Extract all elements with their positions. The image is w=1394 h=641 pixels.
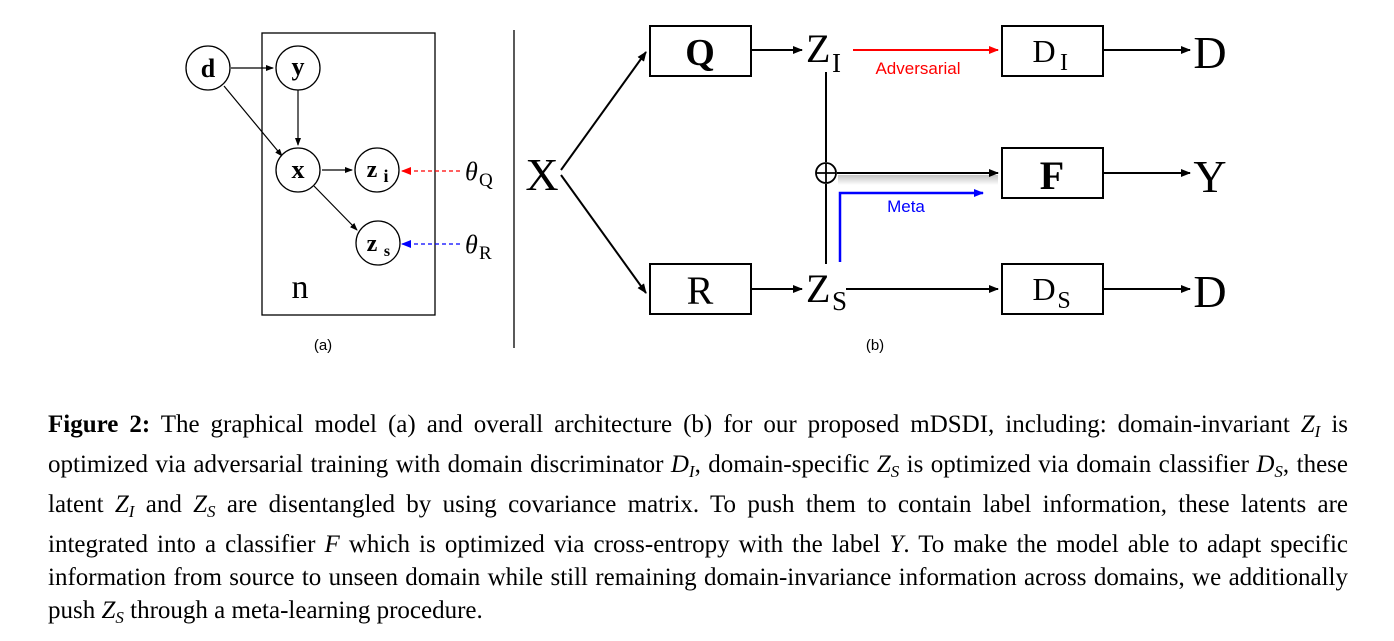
caption-text-9: . To make the model able to adapt specif…: [48, 531, 1348, 624]
node-y: y: [275, 45, 321, 91]
node-d: d: [185, 45, 231, 91]
adversarial-label: Adversarial: [875, 59, 960, 78]
edge-x-r: [560, 174, 647, 294]
encoder-q-label: Q: [685, 32, 715, 74]
edge-x-q: [560, 51, 647, 171]
discriminator-di: D I: [1001, 25, 1104, 77]
architecture-figure: d y x z i z s θ Q θ R n (a) X: [185, 25, 1227, 354]
theta-r-sub: R: [479, 243, 492, 264]
node-zi: z i: [354, 147, 400, 193]
plate-n: [261, 32, 436, 316]
encoder-r-label: R: [687, 268, 714, 313]
encoder-q: Q: [649, 25, 752, 77]
caption-math-zi: Z: [1300, 411, 1315, 438]
caption-text-3: , domain-specific: [694, 451, 877, 478]
panel-a-label: (a): [314, 337, 332, 354]
output-d-bottom: D: [1193, 266, 1226, 317]
node-zs-label: z: [367, 231, 378, 257]
caption-text-4: is optimized via domain classifier: [899, 451, 1257, 478]
caption-math-di-sub: I: [688, 462, 695, 481]
node-x: x: [275, 147, 321, 193]
caption-text-1: The graphical model (a) and overall arch…: [150, 411, 1301, 438]
latent-zs: Z: [806, 266, 830, 311]
caption-math-y: Y: [889, 531, 904, 558]
caption-text-5: , these latent: [48, 451, 1348, 518]
panel-b-architecture: X Q R Z I Z S Adversarial: [525, 25, 1227, 354]
encoder-r: R: [649, 263, 752, 315]
caption-text-2: is optimized via adversarial training wi…: [48, 411, 1348, 478]
discriminator-di-label: D: [1032, 33, 1055, 69]
panel-b-label: (b): [866, 337, 884, 354]
discriminator-ds-sub: S: [1057, 288, 1070, 314]
caption-math-di: D: [670, 451, 689, 478]
meta-arrow: [838, 189, 984, 262]
caption-math-ds-sub: S: [1274, 462, 1283, 481]
caption-math-f: F: [324, 531, 340, 558]
node-zi-sub: i: [383, 166, 388, 186]
caption-math-zi-sub: I: [1314, 422, 1321, 441]
classifier-f: F: [1001, 147, 1104, 199]
edge-x-zs: [313, 185, 358, 231]
caption-math-zs-2-sub: S: [207, 502, 216, 521]
discriminator-di-sub: I: [1060, 50, 1068, 76]
caption-text-6: and: [134, 491, 194, 518]
node-zi-label: z: [367, 157, 378, 183]
latent-zi: Z: [806, 26, 830, 71]
caption-math-ds: D: [1256, 451, 1275, 478]
figure-caption: Figure 2: The graphical model (a) and ov…: [48, 408, 1348, 634]
output-y: Y: [1193, 151, 1226, 202]
theta-q-symbol: θ: [465, 157, 478, 186]
theta-q-sub: Q: [479, 170, 493, 191]
caption-math-zi-2: Z: [114, 491, 129, 518]
node-y-label: y: [292, 52, 305, 81]
output-d-top: D: [1193, 27, 1226, 78]
node-x-label: x: [292, 155, 305, 184]
classifier-f-label: F: [1040, 153, 1064, 198]
node-zs-sub: s: [384, 243, 390, 260]
node-d-label: d: [201, 54, 216, 83]
edge-d-x: [223, 85, 283, 157]
caption-text-10: through a meta-learning procedure.: [123, 597, 483, 624]
combine-shadow: [838, 175, 998, 185]
node-zs: z s: [355, 220, 401, 266]
theta-r-symbol: θ: [465, 230, 478, 259]
input-x: X: [525, 149, 558, 200]
caption-math-zs-3-sub: S: [115, 608, 124, 627]
discriminator-ds: D S: [1001, 263, 1104, 315]
panel-a-graphical-model: d y x z i z s θ Q θ R n (a): [185, 32, 493, 354]
caption-text-8: which is optimized via cross-entropy wit…: [339, 531, 890, 558]
caption-math-zs: Z: [876, 451, 891, 478]
caption-text-7: are disentangled by using covariance mat…: [48, 491, 1348, 558]
meta-label: Meta: [887, 197, 925, 216]
caption-math-zs-2: Z: [193, 491, 208, 518]
caption-math-zs-3: Z: [101, 597, 116, 624]
plate-label: n: [292, 269, 309, 306]
latent-zs-sub: S: [832, 286, 847, 316]
caption-math-zs-sub: S: [890, 462, 900, 481]
latent-zi-sub: I: [832, 48, 841, 78]
caption-label: Figure 2:: [48, 411, 151, 438]
combine-node: [815, 162, 837, 184]
caption-math-zi-2-sub: I: [128, 502, 135, 521]
discriminator-ds-label: D: [1032, 271, 1055, 307]
